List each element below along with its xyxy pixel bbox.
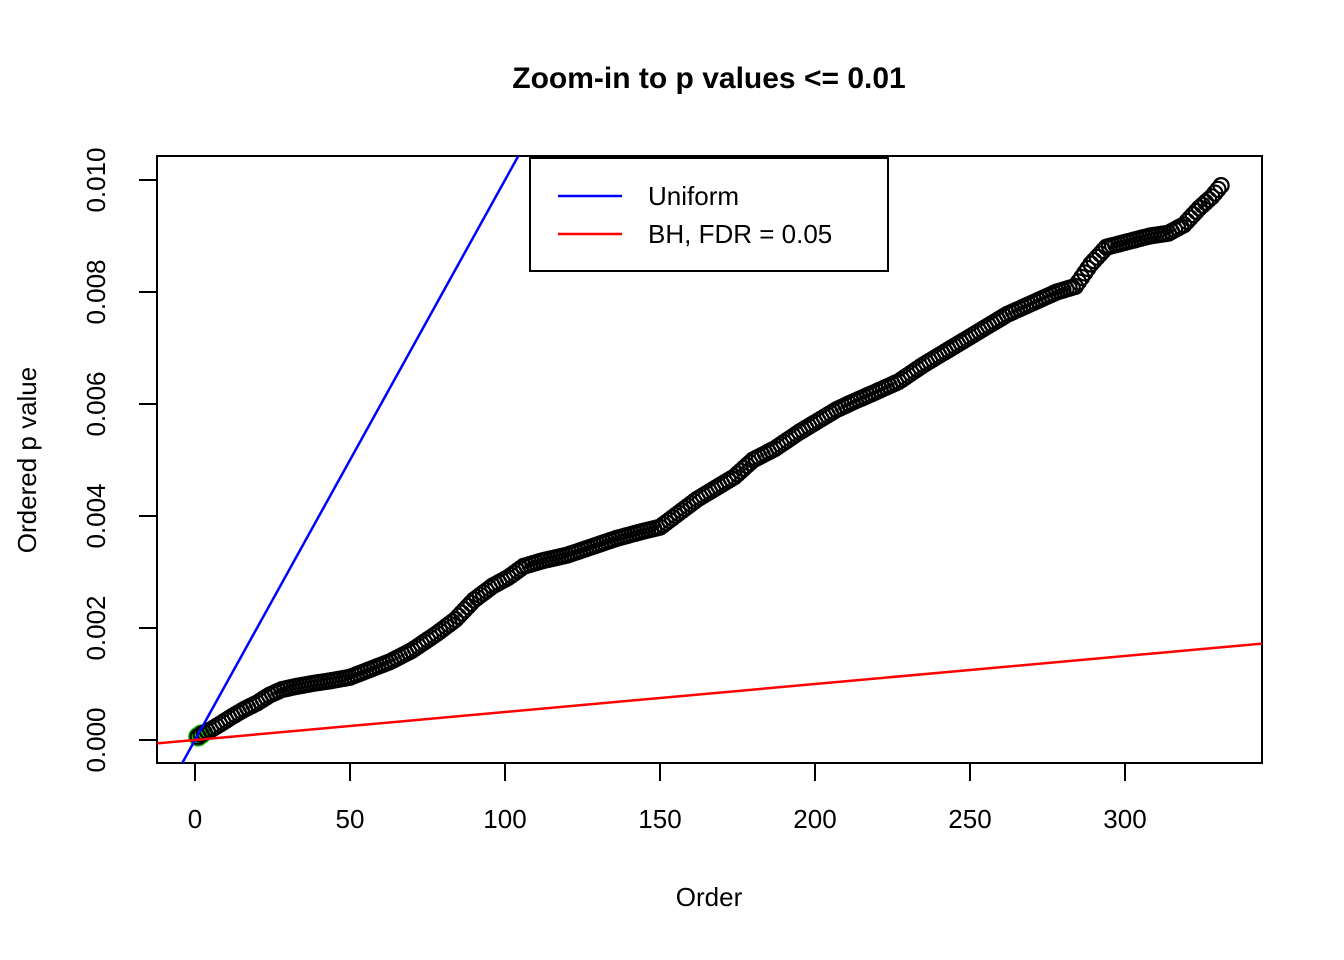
data-point: [1072, 268, 1091, 287]
y-tick-label: 0.010: [81, 147, 111, 212]
data-point: [1069, 273, 1088, 291]
x-tick-label: 50: [336, 804, 365, 834]
data-point: [1212, 177, 1230, 195]
y-tick-label: 0.002: [81, 595, 111, 660]
x-axis: 0 50 100 150 200 250 300: [188, 763, 1147, 834]
x-tick-label: 150: [638, 804, 681, 834]
uniform-reference-line: [180, 156, 520, 763]
y-tick-label: 0.004: [81, 483, 111, 548]
data-point: [1187, 202, 1205, 220]
x-tick-label: 300: [1103, 804, 1146, 834]
x-tick-label: 200: [793, 804, 836, 834]
plot-frame: [156, 155, 1263, 764]
data-point: [1076, 264, 1094, 282]
y-tick-label: 0.000: [81, 707, 111, 772]
x-tick-label: 250: [948, 804, 991, 834]
y-axis: 0.000 0.002 0.004 0.006 0.008 0.010: [81, 147, 157, 773]
x-axis-label: Order: [676, 882, 743, 912]
x-tick-label: 100: [483, 804, 526, 834]
legend: Uniform BH, FDR = 0.05: [529, 157, 889, 272]
data-point: [1066, 277, 1085, 295]
y-tick-label: 0.008: [81, 259, 111, 324]
x-tick-label: 0: [188, 804, 202, 834]
legend-uniform-label: Uniform: [648, 181, 739, 211]
legend-bh-label: BH, FDR = 0.05: [648, 219, 832, 249]
y-axis-label: Ordered p value: [12, 367, 42, 553]
y-tick-label: 0.006: [81, 371, 111, 436]
chart-title: Zoom-in to p values <= 0.01: [512, 62, 905, 95]
bh-fdr-line: [157, 642, 1262, 745]
data-point: [1209, 180, 1227, 198]
legend-box: [529, 157, 889, 272]
